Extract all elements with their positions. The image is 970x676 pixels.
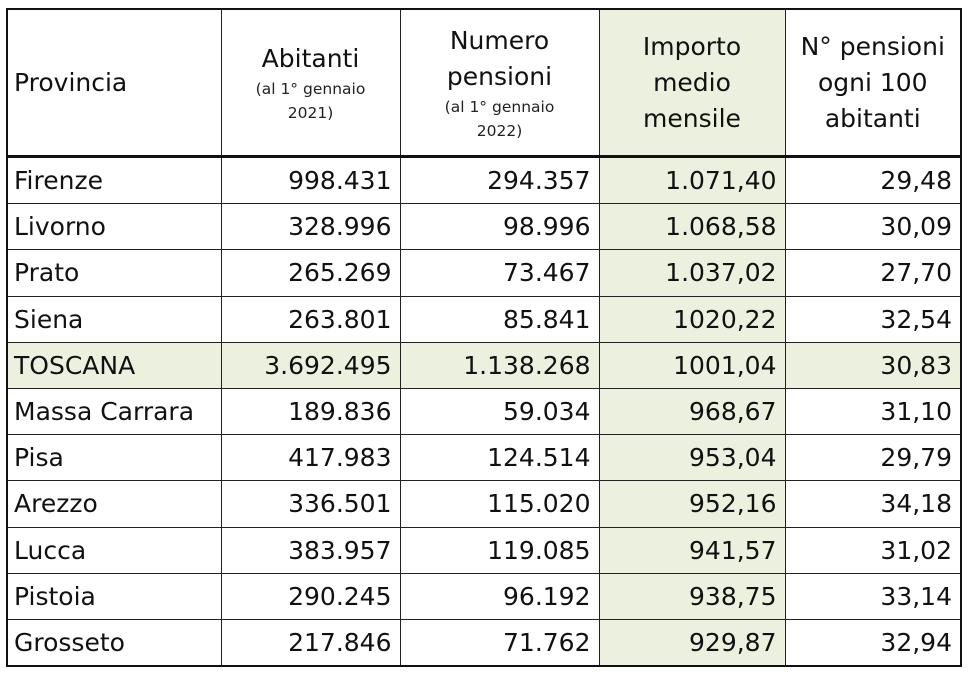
table-body: Firenze 998.431 294.357 1.071,40 29,48 Livorn… xyxy=(6,155,962,667)
cell-abitanti: 336.501 xyxy=(220,480,401,528)
cell-importo: 1.071,40 xyxy=(598,155,786,205)
table-header: Provincia Abitanti (al 1° gennaio 2021) … xyxy=(6,8,962,158)
cell-pensioni: 85.841 xyxy=(399,295,600,343)
cell-ogni100: 31,02 xyxy=(784,526,962,574)
header-numero-pensioni: Numero pensioni (al 1° gennaio 2022) xyxy=(399,8,600,158)
cell-importo: 968,67 xyxy=(598,387,786,436)
cell-abitanti: 263.801 xyxy=(220,295,401,343)
table-row: Livorno 328.996 98.996 1.068,58 30,09 xyxy=(6,203,962,251)
cell-importo: 1001,04 xyxy=(598,341,786,389)
table-row: TOSCANA 3.692.495 1.138.268 1001,04 30,83 xyxy=(6,341,962,389)
cell-provincia: Massa Carrara xyxy=(6,387,222,436)
cell-ogni100: 27,70 xyxy=(784,249,962,297)
cell-abitanti: 328.996 xyxy=(220,203,401,251)
table-row: Prato 265.269 73.467 1.037,02 27,70 xyxy=(6,249,962,297)
cell-pensioni: 119.085 xyxy=(399,526,600,574)
cell-provincia: Prato xyxy=(6,249,222,297)
cell-pensioni: 124.514 xyxy=(399,434,600,482)
cell-abitanti: 383.957 xyxy=(220,526,401,574)
cell-importo: 938,75 xyxy=(598,572,786,620)
cell-abitanti: 290.245 xyxy=(220,572,401,620)
cell-provincia: Lucca xyxy=(6,526,222,574)
table-row: Pisa 417.983 124.514 953,04 29,79 xyxy=(6,434,962,482)
cell-ogni100: 33,14 xyxy=(784,572,962,620)
cell-provincia: Livorno xyxy=(6,203,222,251)
cell-importo: 1020,22 xyxy=(598,295,786,343)
header-provincia-label: Provincia xyxy=(14,68,128,97)
cell-ogni100: 30,09 xyxy=(784,203,962,251)
cell-importo: 952,16 xyxy=(598,480,786,528)
cell-pensioni: 71.762 xyxy=(399,618,600,667)
cell-ogni100: 31,10 xyxy=(784,387,962,436)
cell-ogni100: 30,83 xyxy=(784,341,962,389)
cell-abitanti: 265.269 xyxy=(220,249,401,297)
cell-provincia: Pisa xyxy=(6,434,222,482)
cell-pensioni: 96.192 xyxy=(399,572,600,620)
header-pensioni-ogni-100-label: N° pensioni ogni 100 abitanti xyxy=(800,31,945,133)
cell-importo: 1.068,58 xyxy=(598,203,786,251)
cell-importo: 941,57 xyxy=(598,526,786,574)
cell-importo: 1.037,02 xyxy=(598,249,786,297)
cell-abitanti: 998.431 xyxy=(220,155,401,205)
table-row: Pistoia 290.245 96.192 938,75 33,14 xyxy=(6,572,962,620)
cell-abitanti: 189.836 xyxy=(220,387,401,436)
cell-pensioni: 59.034 xyxy=(399,387,600,436)
table-row: Arezzo 336.501 115.020 952,16 34,18 xyxy=(6,480,962,528)
header-abitanti-label: Abitanti xyxy=(261,43,360,73)
cell-pensioni: 98.996 xyxy=(399,203,600,251)
cell-ogni100: 29,48 xyxy=(784,155,962,205)
cell-provincia: Firenze xyxy=(6,155,222,205)
cell-pensioni: 294.357 xyxy=(399,155,600,205)
cell-provincia: Arezzo xyxy=(6,480,222,528)
header-abitanti: Abitanti (al 1° gennaio 2021) xyxy=(220,8,401,158)
cell-pensioni: 73.467 xyxy=(399,249,600,297)
cell-ogni100: 29,79 xyxy=(784,434,962,482)
table-row: Firenze 998.431 294.357 1.071,40 29,48 xyxy=(6,155,962,205)
cell-provincia: TOSCANA xyxy=(6,341,222,389)
table-row: Siena 263.801 85.841 1020,22 32,54 xyxy=(6,295,962,343)
cell-provincia: Siena xyxy=(6,295,222,343)
table-row: Massa Carrara 189.836 59.034 968,67 31,10 xyxy=(6,387,962,436)
cell-importo: 953,04 xyxy=(598,434,786,482)
cell-provincia: Grosseto xyxy=(6,618,222,667)
cell-provincia: Pistoia xyxy=(6,572,222,620)
table-row: Lucca 383.957 119.085 941,57 31,02 xyxy=(6,526,962,574)
cell-ogni100: 34,18 xyxy=(784,480,962,528)
header-importo-medio-label: Importo medio mensile xyxy=(642,31,742,133)
cell-ogni100: 32,54 xyxy=(784,295,962,343)
cell-pensioni: 1.138.268 xyxy=(399,341,600,389)
table-row: Grosseto 217.846 71.762 929,87 32,94 xyxy=(6,618,962,667)
table-container: Provincia Abitanti (al 1° gennaio 2021) … xyxy=(6,8,962,668)
header-numero-pensioni-note: (al 1° gennaio 2022) xyxy=(444,97,555,140)
header-provincia: Provincia xyxy=(6,8,222,158)
header-abitanti-note: (al 1° gennaio 2021) xyxy=(255,79,366,122)
cell-ogni100: 32,94 xyxy=(784,618,962,667)
cell-importo: 929,87 xyxy=(598,618,786,667)
header-numero-pensioni-label: Numero pensioni xyxy=(446,25,553,91)
cell-abitanti: 217.846 xyxy=(220,618,401,667)
header-importo-medio: Importo medio mensile xyxy=(598,8,786,158)
header-row: Provincia Abitanti (al 1° gennaio 2021) … xyxy=(6,8,962,158)
cell-abitanti: 3.692.495 xyxy=(220,341,401,389)
header-pensioni-ogni-100: N° pensioni ogni 100 abitanti xyxy=(784,8,962,158)
pensioni-table: Provincia Abitanti (al 1° gennaio 2021) … xyxy=(6,8,962,668)
cell-pensioni: 115.020 xyxy=(399,480,600,528)
cell-abitanti: 417.983 xyxy=(220,434,401,482)
